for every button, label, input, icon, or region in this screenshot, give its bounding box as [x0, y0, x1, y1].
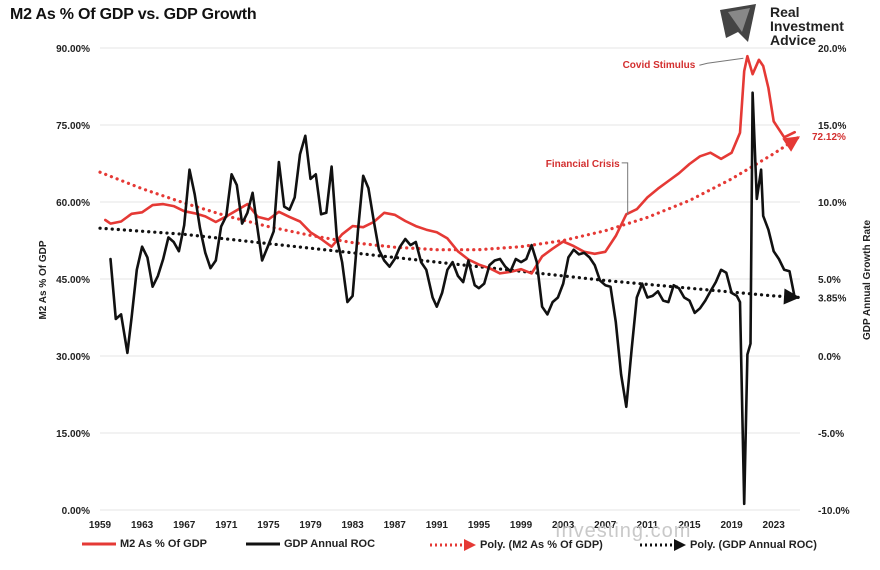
annotation-leader-financial — [621, 162, 629, 215]
x-tick-label: 2023 — [763, 520, 786, 531]
x-tick-label: 1991 — [426, 520, 449, 531]
legend-label-poly-m2: Poly. (M2 As % Of GDP) — [480, 539, 603, 551]
x-tick-label: 1999 — [510, 520, 533, 531]
right-tick-label: 15.0% — [818, 121, 846, 132]
legend-label-gdp: GDP Annual ROC — [284, 538, 376, 550]
legend-swatch-gdp — [246, 542, 280, 546]
end-label-m2: 72.12% — [812, 132, 846, 143]
left-tick-label: 30.00% — [56, 352, 90, 363]
x-axis-ticks: 1959 1963 1967 1971 1975 1979 1983 1987 1991 1995… — [89, 520, 785, 531]
left-tick-label: 75.00% — [56, 121, 90, 132]
series-poly-gdp-annual-roc — [98, 226, 802, 300]
left-axis-label: M2 As % Of GDP — [38, 240, 49, 319]
legend-item-poly-gdp: Poly. (GDP Annual ROC) — [640, 538, 817, 552]
x-tick-label: 2007 — [594, 520, 617, 531]
annotations-layer: Covid Stimulus Financial Crisis 72.12% 3.85… — [546, 57, 846, 304]
x-tick-label: 2011 — [637, 520, 659, 531]
x-tick-label: 1963 — [131, 520, 154, 531]
left-tick-label: 45.00% — [56, 275, 90, 286]
watermark: Investing.com — [555, 520, 692, 542]
legend: M2 As % Of GDP GDP Annual ROC Poly. (M2 … — [60, 534, 860, 558]
x-tick-label: 2015 — [678, 520, 701, 531]
x-tick-label: 2003 — [552, 520, 575, 531]
right-tick-label: 10.0% — [818, 198, 846, 209]
chart-title: M2 As % Of GDP vs. GDP Growth — [10, 6, 257, 23]
legend-item-poly-m2: Poly. (M2 As % Of GDP) — [430, 538, 603, 552]
x-tick-label: 1975 — [257, 520, 280, 531]
legend-label-poly-gdp: Poly. (GDP Annual ROC) — [690, 539, 817, 551]
series-poly-gdp-annual-roc-arrowhead — [783, 288, 800, 305]
right-tick-label: -5.0% — [818, 429, 844, 440]
logo-icon — [720, 4, 756, 42]
logo-line-1: Real — [770, 4, 800, 20]
gridlines — [100, 47, 800, 511]
legend-swatch-poly-m2 — [430, 539, 476, 551]
legend-label-m2: M2 As % Of GDP — [120, 538, 207, 550]
left-tick-label: 15.00% — [56, 429, 90, 440]
end-label-gdp: 3.85% — [818, 293, 846, 304]
right-tick-label: 5.0% — [818, 275, 841, 286]
left-axis-ticks: 0.00% 15.00% 30.00% 45.00% 60.00% 75.00% 90.00… — [56, 44, 90, 517]
series-layer — [98, 54, 802, 506]
logo-line-2: Investment — [770, 18, 844, 34]
left-tick-label: 60.00% — [56, 198, 90, 209]
x-tick-label: 1971 — [215, 520, 238, 531]
series-poly-m2-as-of-gdp — [98, 134, 802, 252]
logo-line-3: Advice — [770, 32, 816, 48]
right-tick-label: 0.0% — [818, 352, 841, 363]
right-axis-label: GDP Annual Growth Rate — [862, 220, 873, 340]
annotation-financial-crisis: Financial Crisis — [546, 159, 620, 170]
series-gdp-annual-roc — [109, 91, 797, 506]
series-m2-as-of-gdp — [104, 54, 797, 275]
x-tick-label: 1959 — [89, 520, 112, 531]
legend-item-gdp: GDP Annual ROC — [246, 538, 375, 550]
series-poly-m2-as-of-gdp-arrowhead — [782, 136, 800, 152]
x-tick-label: 2019 — [720, 520, 743, 531]
legend-swatch-poly-gdp — [640, 539, 686, 551]
x-tick-label: 1979 — [299, 520, 322, 531]
right-axis-ticks: -10.0% -5.0% 0.0% 5.0% 10.0% 15.0% 20.0% — [818, 44, 850, 517]
left-tick-label: 0.00% — [62, 506, 90, 517]
legend-item-m2: M2 As % Of GDP — [82, 538, 207, 550]
x-tick-label: 1983 — [342, 520, 365, 531]
right-tick-label: 20.0% — [818, 44, 846, 55]
legend-swatch-m2 — [82, 542, 116, 546]
x-tick-label: 1987 — [384, 520, 407, 531]
x-tick-label: 1995 — [468, 520, 491, 531]
right-tick-label: -10.0% — [818, 506, 850, 517]
annotation-leader-covid — [699, 57, 744, 66]
logo-text: Real Investment Advice — [770, 5, 844, 47]
x-tick-label: 1967 — [173, 520, 196, 531]
left-tick-label: 90.00% — [56, 44, 90, 55]
annotation-covid-stimulus: Covid Stimulus — [623, 60, 696, 71]
